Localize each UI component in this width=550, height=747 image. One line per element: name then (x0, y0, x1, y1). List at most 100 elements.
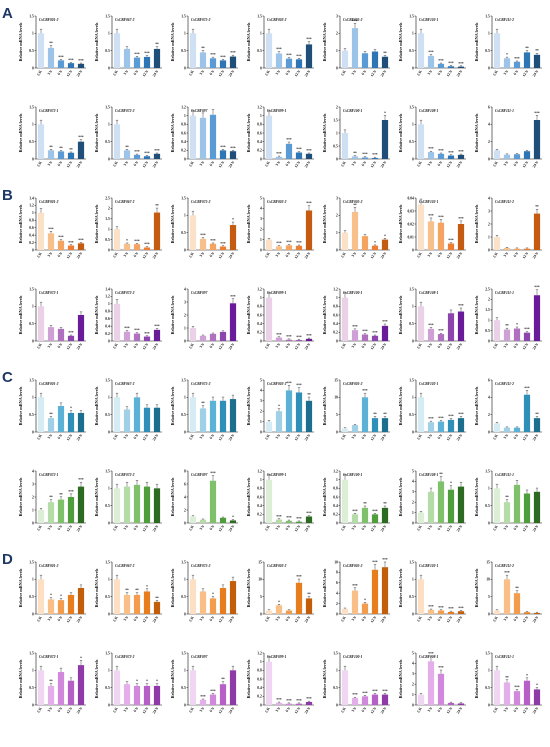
bar-12h (295, 703, 303, 705)
bar-12h (447, 66, 455, 68)
significance-mark: *** (372, 331, 378, 335)
y-axis-label: Relative mRNA levels (170, 568, 175, 607)
bar-12h (523, 612, 531, 614)
bar-24h (381, 120, 389, 159)
subplot-cscbf097: CsCBF097 Relative mRNA levels 0 0.5 1 1.5 CK **… (170, 651, 238, 714)
significance-mark: *** (296, 575, 302, 579)
bar-24h (457, 154, 465, 159)
subplot-title: CsCBF072-1 (39, 473, 59, 477)
bar-12h (447, 419, 455, 432)
y-axis-label: Relative mRNA levels (94, 204, 99, 243)
subplot-cscbf067-2: CsCBF067-2 Relative mRNA levels 0 0.5 1 1.5 2 2… (94, 196, 162, 259)
significance-mark: * (70, 407, 72, 411)
y-tick-label: 3 (336, 196, 338, 200)
bar-12h (447, 702, 455, 705)
x-tick-label: 6 h (285, 342, 291, 349)
x-tick-label: 24 h (380, 706, 387, 715)
y-axis-label: Relative mRNA levels (246, 568, 251, 607)
y-tick-label: 0 (412, 430, 414, 434)
significance-mark: *** (58, 55, 64, 59)
y-tick-label: 1.5 (29, 14, 34, 18)
bar-6h (57, 60, 65, 68)
significance-mark: *** (286, 699, 292, 703)
x-tick-label: CK (341, 706, 347, 713)
x-tick-label: CK (113, 706, 119, 713)
x-tick-label: 6 h (513, 342, 519, 349)
x-tick-label: 12 h (370, 251, 377, 260)
bar-6h (285, 58, 293, 68)
bar-6h (361, 507, 369, 523)
y-tick-label: 1.5 (181, 196, 186, 200)
y-tick-label: 0 (184, 703, 186, 707)
significance-mark: *** (220, 145, 226, 149)
bar-24h (305, 516, 313, 523)
x-tick-label: 12 h (218, 69, 225, 78)
x-tick-label: 24 h (228, 160, 235, 169)
x-tick-label: 3 h (275, 342, 281, 349)
bar-24h (305, 400, 313, 432)
subplot-cscbf102-1: CsCBF102-1 Relative mRNA levels 0 0.5 1 1.5 CK… (398, 14, 466, 77)
subplot-cscbf111-2: CsCBF111-2 Relative mRNA levels 0 0.5 1 1.5 CK… (474, 14, 542, 77)
subplot-cscbf067-2: CsCBF067-2 Relative mRNA levels 0 0.5 1 1.5 CK… (94, 560, 162, 623)
y-tick-label: 0.8 (257, 123, 262, 127)
bar-24h (533, 418, 541, 432)
subplot-title: CsCBF072-1 (39, 655, 59, 659)
subplot-cscbf075-2: CsCBF075-2 Relative mRNA levels 0 0.5 1 1.5 CK… (170, 14, 238, 77)
y-tick-label: 1 (184, 326, 186, 330)
bar-CK (417, 397, 425, 432)
bar-6h (133, 594, 141, 614)
significance-mark: ** (353, 152, 357, 156)
subplot-cscbf075-2: CsCBF075-2 Relative mRNA levels 0 0.5 1 1.5 CK… (170, 378, 238, 441)
x-tick-label: 12 h (294, 160, 301, 169)
x-tick-label: 24 h (228, 69, 235, 78)
subplot-title: CsCBF072-2 (115, 109, 135, 113)
significance-mark: ** (49, 412, 53, 416)
significance-mark: * (516, 323, 518, 327)
x-tick-label: 3 h (351, 433, 357, 440)
y-tick-label: 0.5 (105, 413, 110, 417)
significance-mark: * (136, 680, 138, 684)
panel-letter-B: B (2, 187, 13, 204)
x-tick-label: 3 h (47, 251, 53, 258)
significance-mark: *** (200, 234, 206, 238)
x-tick-label: CK (37, 160, 43, 167)
significance-mark: *** (352, 693, 358, 697)
significance-mark: *** (458, 150, 464, 154)
bar-6h (209, 400, 217, 432)
y-axis-label: Relative mRNA levels (398, 477, 403, 516)
y-axis-label: Relative mRNA levels (398, 568, 403, 607)
x-tick-label: 12 h (522, 433, 529, 442)
y-tick-label: 0 (184, 339, 186, 343)
y-tick-label: 0.2 (105, 332, 110, 336)
x-tick-label: 24 h (532, 615, 539, 624)
significance-mark: *** (362, 691, 368, 695)
y-tick-label: 1 (412, 123, 414, 127)
y-tick-label: 0 (336, 339, 338, 343)
x-tick-label: CK (189, 69, 195, 76)
panel-letter-D: D (2, 551, 13, 568)
bar-6h (285, 143, 293, 159)
x-tick-label: 6 h (209, 69, 215, 76)
bar-CK (265, 33, 273, 68)
x-tick-label: CK (189, 251, 195, 258)
x-tick-label: CK (417, 615, 423, 622)
y-tick-label: 1.5 (105, 560, 110, 564)
y-tick-label: 0.2 (257, 513, 262, 517)
significance-mark: *** (362, 153, 368, 157)
x-tick-label: 6 h (57, 524, 63, 531)
y-tick-label: 0.6 (181, 131, 186, 135)
significance-mark: *** (286, 516, 292, 520)
significance-mark: ** (59, 146, 63, 150)
subplot-cscbf108-1: CsCBF108-1 Relative mRNA levels 0 1 2 3 4 5 CK 3 … (398, 469, 466, 532)
significance-mark: *** (524, 328, 530, 332)
bar-3h (47, 233, 55, 250)
y-tick-label: 3 (488, 209, 490, 213)
x-tick-label: CK (37, 251, 43, 258)
y-tick-label: 0.5 (485, 329, 490, 333)
bar-3h (199, 335, 207, 341)
x-tick-label: 3 h (503, 160, 509, 167)
bar-3h (275, 337, 283, 341)
x-tick-label: 6 h (133, 524, 139, 531)
y-tick-label: 1 (488, 32, 490, 36)
y-tick-label: 0.2 (257, 695, 262, 699)
